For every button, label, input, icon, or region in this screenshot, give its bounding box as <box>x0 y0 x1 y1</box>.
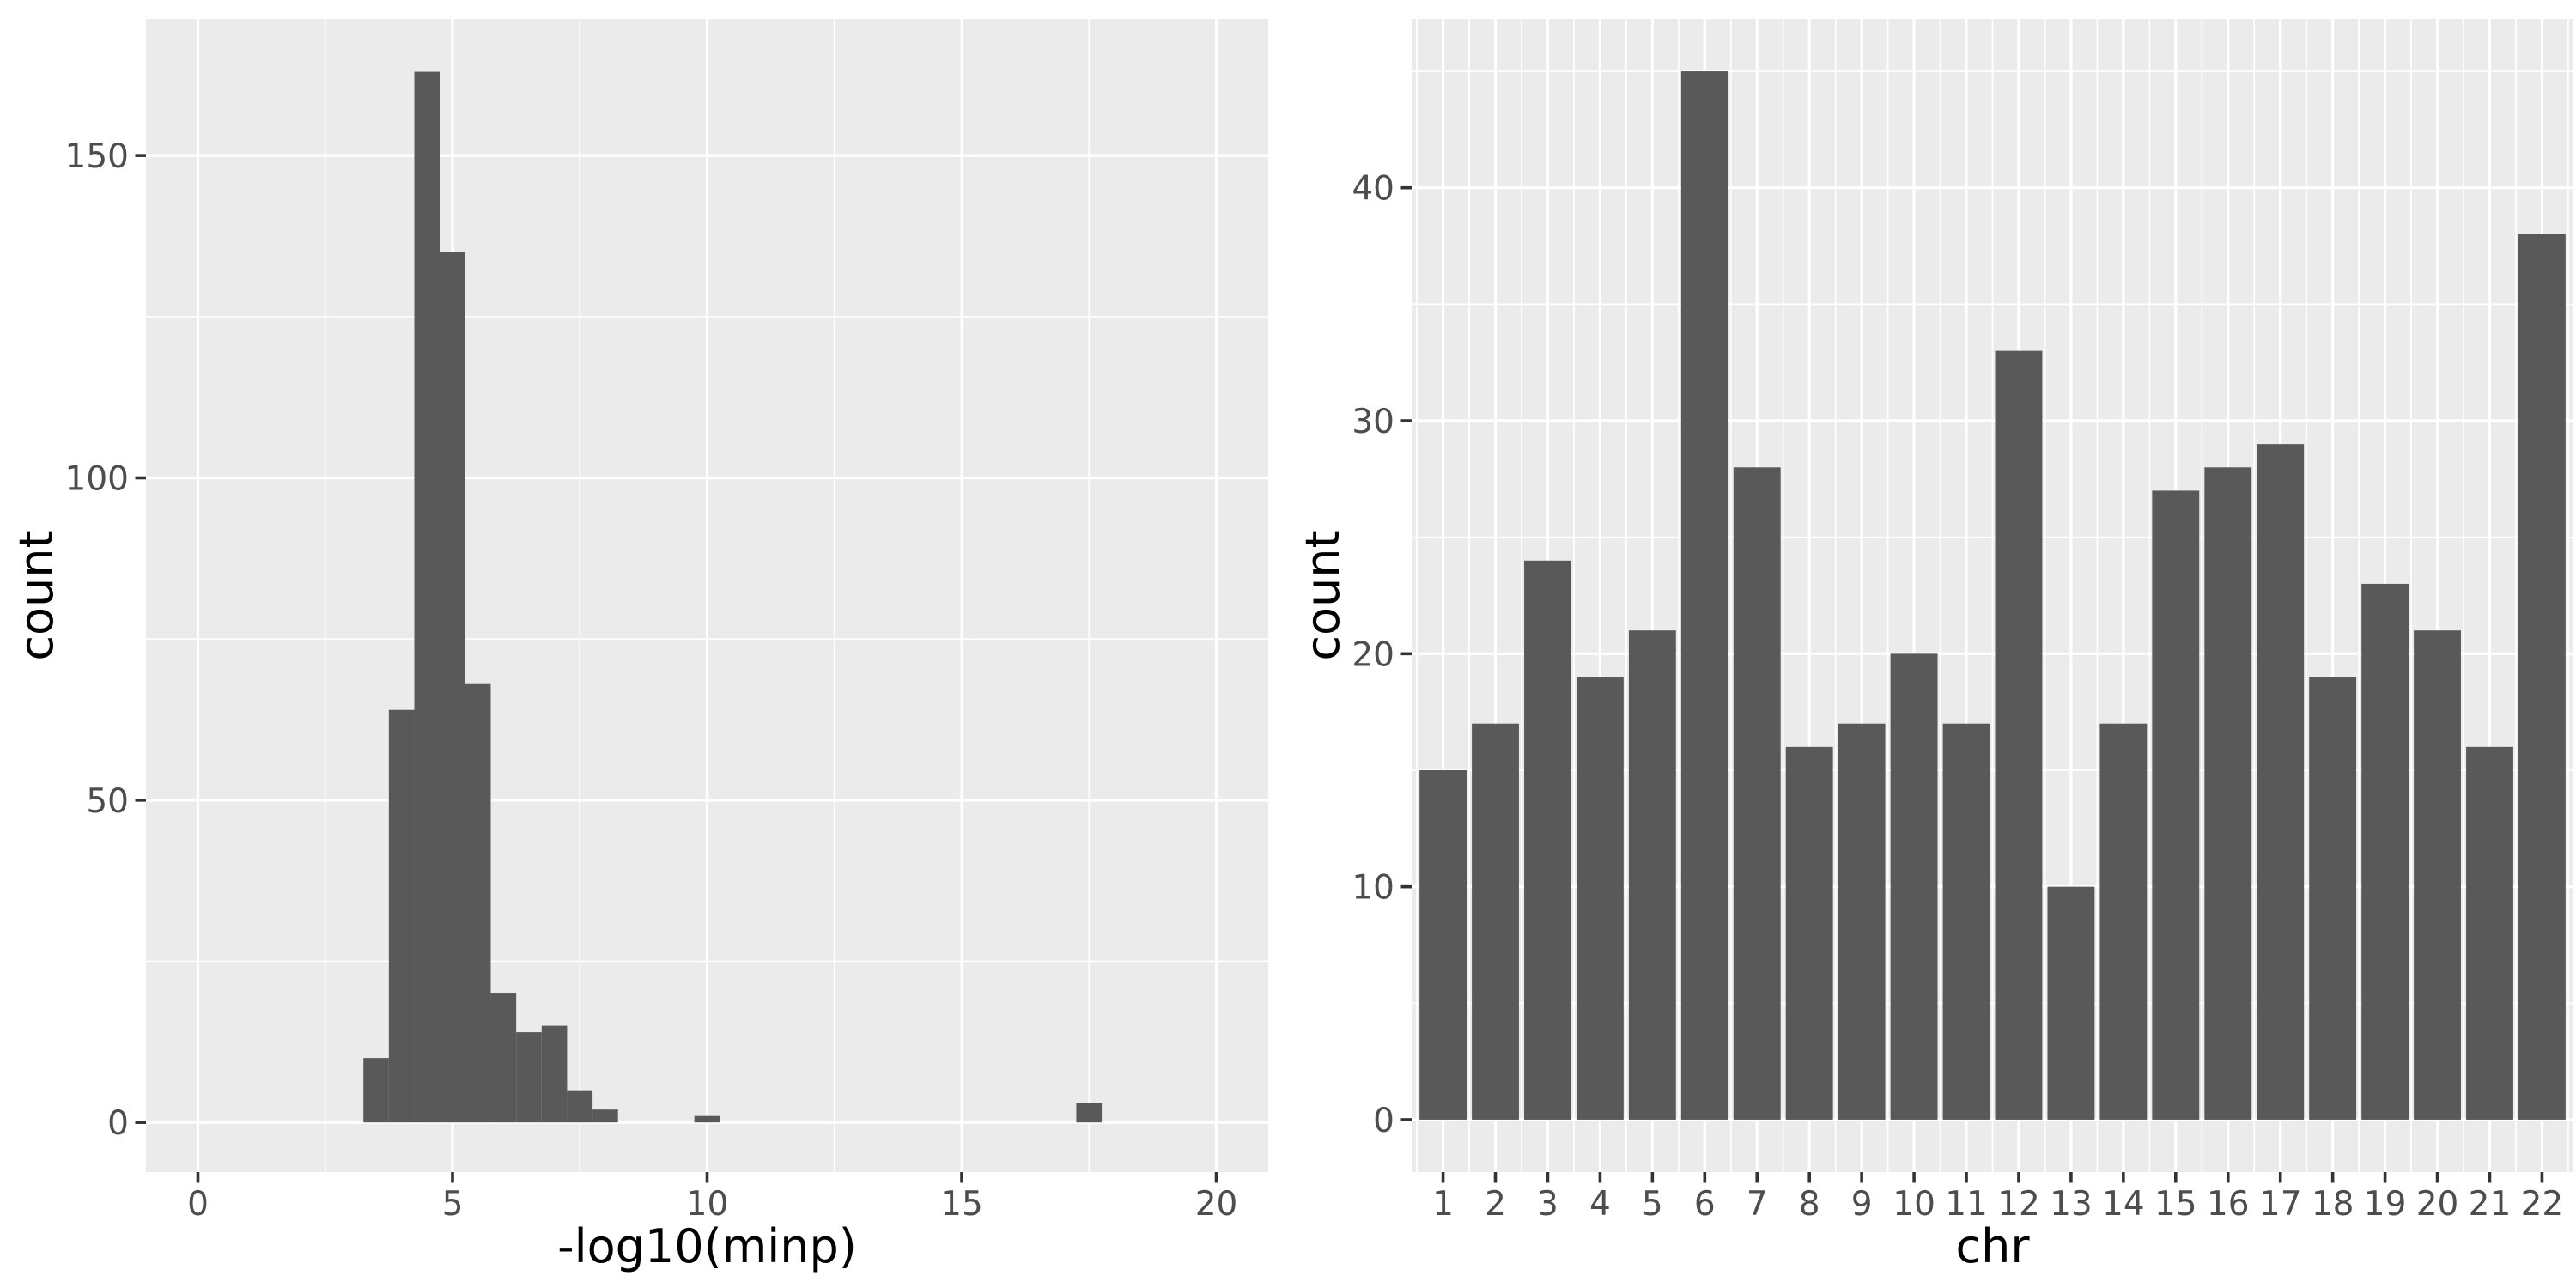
x-tick-label: 9 <box>1851 1185 1873 1224</box>
x-tick-label: 8 <box>1799 1185 1820 1224</box>
histogram-bar <box>363 1058 389 1123</box>
histogram-bar <box>694 1115 720 1123</box>
bar <box>2152 490 2200 1120</box>
bar <box>1524 560 1571 1120</box>
bar <box>1680 71 1728 1120</box>
histogram-bar <box>388 709 415 1123</box>
x-tick-label: 6 <box>1694 1185 1716 1224</box>
x-axis-title: -log10(minp) <box>557 1219 857 1273</box>
bar <box>2518 234 2566 1120</box>
bar <box>2047 886 2095 1120</box>
x-tick-labels: 1 2 3 4 5 6 7 8 9 10 11 12 13 14 15 16 17 18 19 20 21 22 <box>1432 1185 2563 1224</box>
bar <box>1838 723 1886 1120</box>
x-tick-label: 21 <box>2469 1185 2512 1224</box>
histogram-bar <box>440 252 465 1123</box>
histogram-bar <box>490 993 517 1123</box>
x-axis-title: chr <box>1955 1219 2030 1273</box>
y-tick-label: 0 <box>1373 1102 1394 1140</box>
y-tick-labels: 0 10 20 30 40 <box>1352 170 1394 1140</box>
histogram-bars <box>363 71 1103 1123</box>
y-tick-label: 40 <box>1352 170 1394 209</box>
y-axis-title: count <box>1296 530 1350 660</box>
x-tick-label: 10 <box>1893 1185 1935 1224</box>
bar <box>1733 467 1781 1120</box>
histogram-bar <box>414 71 440 1123</box>
bar <box>1995 350 2043 1120</box>
x-tick-label: 1 <box>1432 1185 1454 1224</box>
x-tick-label: 5 <box>1642 1185 1663 1224</box>
x-tick-label: 17 <box>2259 1185 2302 1224</box>
axis-ticks <box>135 154 1218 1183</box>
bar <box>1942 723 1990 1120</box>
histogram-bar <box>592 1109 618 1123</box>
x-tick-label: 2 <box>1485 1185 1506 1224</box>
x-tick-label: 3 <box>1537 1185 1558 1224</box>
x-tick-label: 14 <box>2102 1185 2145 1224</box>
histogram-bar <box>465 683 491 1123</box>
x-tick-label: 10 <box>686 1185 729 1224</box>
x-tick-label: 0 <box>187 1185 209 1224</box>
x-tick-label: 4 <box>1589 1185 1611 1224</box>
bar <box>2309 677 2357 1120</box>
bar <box>2099 723 2148 1120</box>
x-tick-label: 12 <box>1997 1185 2040 1224</box>
x-tick-label: 13 <box>2050 1185 2093 1224</box>
bar <box>1576 677 1624 1120</box>
y-tick-label: 0 <box>107 1104 129 1143</box>
histogram-panel-minp: 0 50 100 150 0 5 10 15 20 -log10(minp) count <box>9 19 1268 1273</box>
y-tick-labels: 0 50 100 150 <box>65 137 129 1143</box>
x-tick-label: 5 <box>442 1185 464 1224</box>
x-tick-label: 11 <box>1945 1185 1988 1224</box>
x-tick-label: 15 <box>940 1185 983 1224</box>
x-tick-label: 20 <box>2416 1185 2459 1224</box>
y-tick-label: 30 <box>1352 403 1394 441</box>
histogram-bar <box>1076 1103 1103 1123</box>
axis-ticks <box>1400 185 2544 1183</box>
y-tick-label: 100 <box>65 459 129 498</box>
bar <box>2414 630 2461 1120</box>
x-tick-label: 16 <box>2207 1185 2250 1224</box>
histogram-bar <box>541 1025 568 1123</box>
x-tick-label: 22 <box>2521 1185 2564 1224</box>
y-tick-label: 10 <box>1352 869 1394 908</box>
bar <box>1785 746 1833 1120</box>
histogram-bar <box>567 1090 593 1123</box>
bar <box>1472 723 1519 1120</box>
y-axis-title: count <box>9 530 64 660</box>
bar <box>2361 583 2409 1120</box>
x-tick-label: 19 <box>2364 1185 2407 1224</box>
bar <box>1419 769 1467 1120</box>
x-tick-labels: 0 5 10 15 20 <box>187 1185 1237 1224</box>
x-tick-label: 15 <box>2154 1185 2197 1224</box>
bar <box>2257 444 2305 1120</box>
bar <box>1628 630 1676 1120</box>
bar <box>2466 746 2513 1120</box>
x-tick-label: 18 <box>2312 1185 2354 1224</box>
category-bars <box>1419 71 2566 1120</box>
y-tick-label: 50 <box>86 782 129 821</box>
histogram-bar <box>516 1032 542 1123</box>
x-tick-label: 7 <box>1747 1185 1768 1224</box>
y-tick-label: 20 <box>1352 635 1394 674</box>
y-tick-label: 150 <box>65 137 129 176</box>
bar <box>1890 653 1938 1120</box>
bar <box>2204 467 2252 1120</box>
x-tick-label: 20 <box>1195 1185 1238 1224</box>
